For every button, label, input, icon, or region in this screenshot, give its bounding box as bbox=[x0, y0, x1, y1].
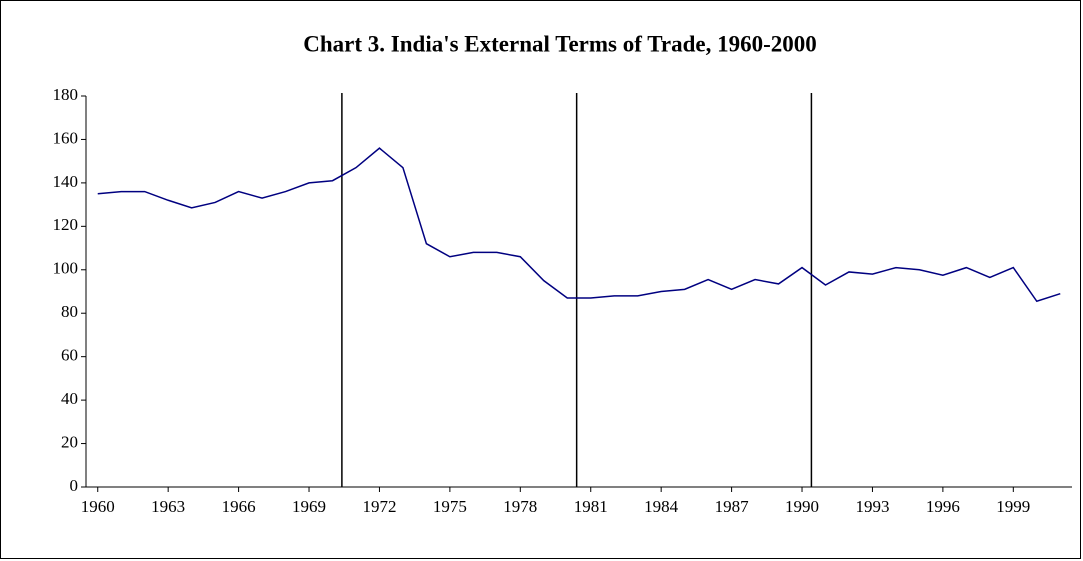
y-tick-label: 180 bbox=[53, 85, 79, 104]
chart-title: Chart 3. India's External Terms of Trade… bbox=[303, 31, 816, 56]
x-tick-label: 1960 bbox=[81, 497, 115, 516]
x-tick-label: 1978 bbox=[503, 497, 537, 516]
y-tick-label: 80 bbox=[61, 302, 78, 321]
y-tick-label: 140 bbox=[53, 172, 79, 191]
x-tick-label: 1990 bbox=[785, 497, 819, 516]
x-tick-label: 1981 bbox=[574, 497, 608, 516]
x-tick-label: 1975 bbox=[433, 497, 467, 516]
y-tick-label: 0 bbox=[70, 476, 79, 495]
y-tick-label: 40 bbox=[61, 389, 78, 408]
x-tick-label: 1984 bbox=[644, 497, 679, 516]
x-tick-label: 1987 bbox=[715, 497, 750, 516]
x-tick-label: 1963 bbox=[151, 497, 185, 516]
y-tick-label: 120 bbox=[53, 215, 79, 234]
x-tick-label: 1969 bbox=[292, 497, 326, 516]
line-series bbox=[97, 147, 1061, 303]
y-tick-label: 160 bbox=[53, 128, 79, 147]
y-tick-label: 20 bbox=[61, 432, 78, 451]
x-tick-label: 1966 bbox=[222, 497, 256, 516]
x-tick-label: 1972 bbox=[362, 497, 396, 516]
y-tick-label: 100 bbox=[53, 259, 79, 278]
x-tick-label: 1999 bbox=[996, 497, 1030, 516]
x-tick-label: 1996 bbox=[926, 497, 960, 516]
x-tick-label: 1993 bbox=[855, 497, 889, 516]
y-tick-label: 60 bbox=[61, 346, 78, 365]
